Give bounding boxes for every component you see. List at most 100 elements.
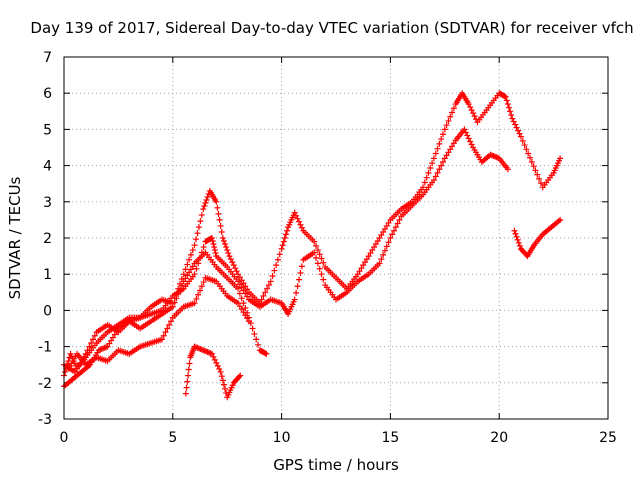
data-point: [385, 219, 392, 226]
data-point: [185, 366, 192, 373]
data-point: [227, 256, 234, 263]
data-point: [193, 265, 200, 272]
data-point: [184, 261, 191, 268]
data-point: [216, 216, 223, 223]
y-tick-label: 6: [43, 86, 52, 102]
data-point: [441, 126, 448, 133]
data-point: [193, 236, 200, 243]
data-point: [240, 280, 247, 287]
data-point: [166, 321, 173, 328]
data-point: [514, 236, 521, 243]
data-point: [278, 245, 285, 252]
data-point: [91, 332, 98, 339]
data-point: [371, 244, 378, 251]
data-point: [82, 350, 89, 357]
data-point: [557, 155, 564, 162]
data-point: [271, 267, 278, 274]
data-point: [320, 276, 327, 283]
data-point: [515, 127, 522, 134]
data-point: [193, 295, 200, 302]
data-point: [530, 163, 537, 170]
data-point: [167, 318, 174, 325]
data-point: [242, 304, 249, 311]
data-point: [237, 372, 244, 379]
data-point: [220, 381, 227, 388]
data-point: [438, 136, 445, 143]
data-point: [240, 300, 247, 307]
data-point: [378, 256, 385, 263]
series-4: [65, 274, 252, 372]
data-point: [245, 318, 252, 325]
data-point: [264, 285, 271, 292]
data-point: [235, 278, 242, 285]
data-point: [204, 193, 211, 200]
data-point: [372, 241, 379, 248]
data-point: [208, 235, 215, 241]
data-point: [525, 150, 532, 157]
data-point: [427, 165, 434, 172]
data-point: [216, 365, 223, 372]
data-point: [233, 268, 240, 275]
data-point: [235, 285, 242, 292]
data-points: [61, 90, 564, 401]
y-tick-label: -2: [38, 376, 52, 392]
data-point: [210, 353, 217, 360]
data-point: [296, 276, 303, 283]
x-axis-label: GPS time / hours: [273, 456, 399, 474]
data-point: [236, 290, 243, 297]
data-point: [280, 238, 287, 245]
data-point: [511, 227, 518, 234]
data-point: [516, 242, 523, 249]
data-point: [173, 295, 180, 302]
data-point: [235, 271, 242, 278]
data-point: [381, 247, 388, 254]
grid-lines: [64, 57, 608, 419]
data-point: [447, 146, 454, 153]
data-point: [200, 244, 207, 251]
data-point: [274, 256, 281, 263]
data-point: [296, 218, 303, 225]
data-point: [365, 253, 372, 260]
data-point: [240, 309, 247, 316]
data-point: [294, 215, 301, 222]
data-point: [429, 160, 436, 167]
data-point: [391, 227, 398, 234]
data-point: [423, 174, 430, 181]
y-tick-labels: 7 6 5 4 3 2 1 0 -1 -2 -3: [38, 50, 52, 428]
data-point: [513, 124, 520, 131]
data-point: [314, 247, 321, 254]
data-point: [113, 328, 120, 335]
y-tick-label: -1: [38, 340, 52, 356]
data-point: [200, 279, 207, 286]
data-point: [445, 117, 452, 124]
data-point: [210, 241, 217, 248]
data-point: [293, 289, 300, 296]
data-point: [320, 259, 327, 266]
data-point: [297, 269, 304, 276]
data-point: [187, 251, 194, 258]
data-point: [311, 238, 318, 245]
data-point: [223, 244, 230, 251]
data-point: [240, 287, 247, 294]
data-point: [175, 291, 182, 298]
data-point: [465, 135, 472, 142]
data-point: [394, 220, 401, 227]
data-point: [178, 282, 185, 289]
data-point: [367, 250, 374, 257]
data-point: [436, 166, 443, 173]
data-point: [222, 385, 229, 392]
data-point: [194, 230, 201, 237]
data-point: [279, 242, 286, 249]
data-point: [430, 177, 437, 184]
data-point: [318, 271, 325, 278]
data-point: [217, 222, 224, 229]
data-point: [198, 212, 205, 219]
data-point: [220, 238, 227, 245]
data-point: [182, 390, 189, 397]
data-point: [470, 110, 477, 117]
data-point: [536, 175, 543, 182]
data-point: [214, 204, 221, 211]
data-point: [236, 303, 243, 310]
